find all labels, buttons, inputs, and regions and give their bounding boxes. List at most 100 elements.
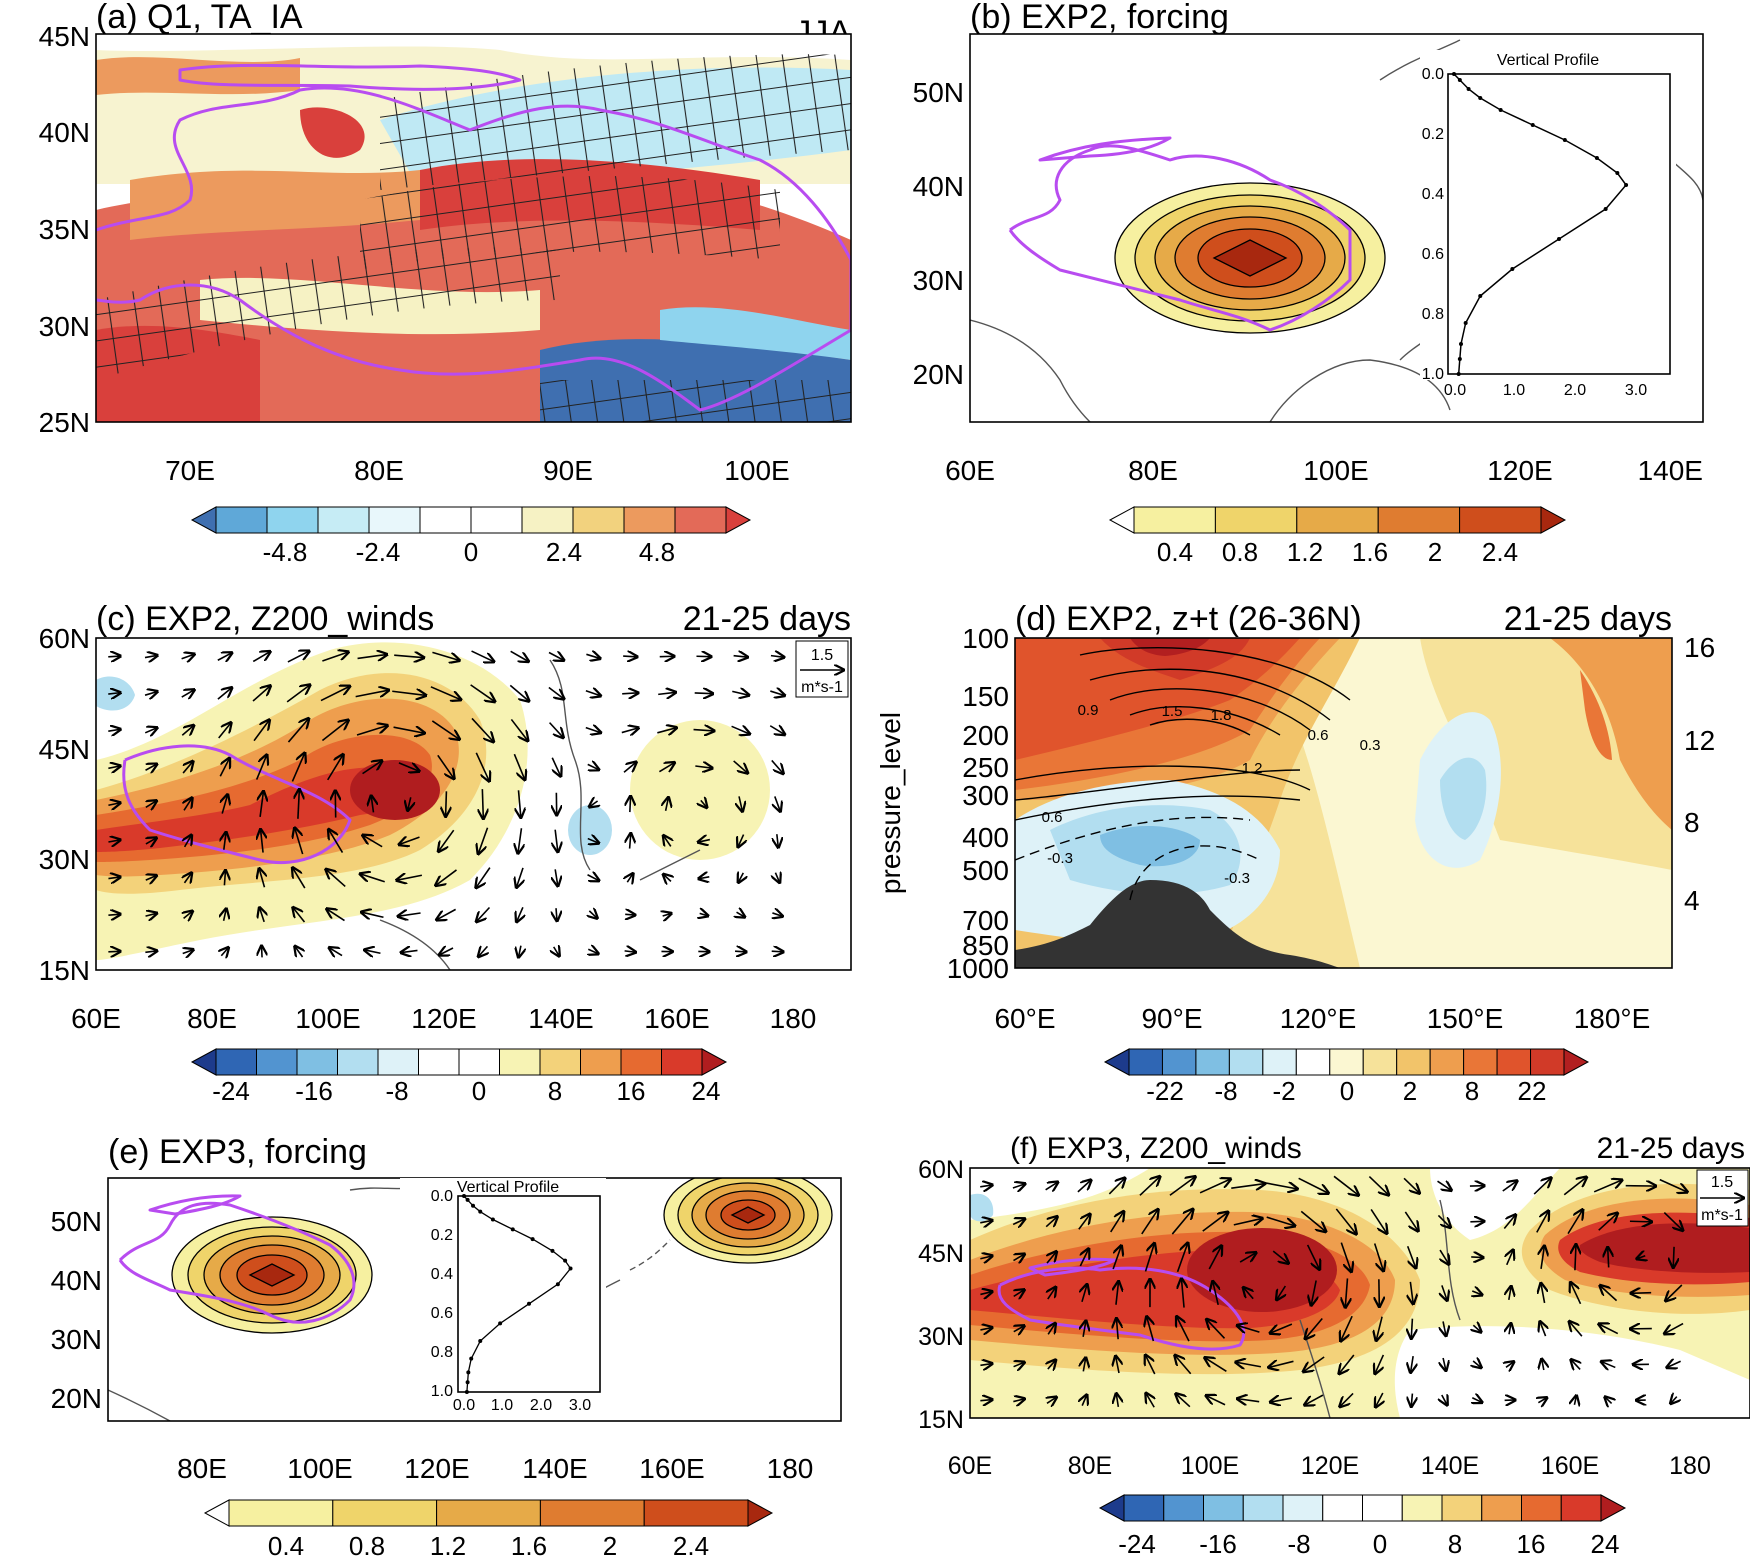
panel-e-inset-xtick: 1.0 — [491, 1397, 513, 1414]
wind-vector — [623, 656, 637, 657]
colorbar-swatch — [215, 506, 268, 534]
panel-e-xtick: 100E — [287, 1453, 352, 1484]
panel-a-cb-label: 2.4 — [546, 537, 582, 567]
panel-c-cb-label: -24 — [212, 1076, 250, 1106]
wind-vector — [1659, 1178, 1688, 1193]
panel-b-cb-label: 1.2 — [1287, 537, 1323, 567]
wind-vector — [1177, 1316, 1190, 1342]
wind-vector — [1206, 1319, 1226, 1339]
wind-vector — [1333, 1175, 1359, 1195]
colorbar-swatch — [1521, 1494, 1562, 1522]
panel-f-x-ticks: 60E 80E 100E 120E 140E 160E 180 — [948, 1452, 1711, 1480]
colorbar-swatch — [499, 1048, 541, 1076]
wind-vector — [1181, 1278, 1184, 1308]
colorbar-swatch — [337, 1048, 379, 1076]
panel-e-inset-ytick: 0.6 — [431, 1305, 453, 1322]
panel-b-colorbar-labels: 0.4 0.8 1.2 1.6 2 2.4 — [1157, 537, 1518, 567]
wind-vector — [1048, 1360, 1056, 1369]
colorbar-swatch — [1282, 1494, 1324, 1522]
panel-f-vectors — [980, 1176, 1687, 1407]
panel-f-colorbar — [1098, 1494, 1627, 1522]
panel-d-cb-label: 2 — [1403, 1076, 1417, 1106]
wind-vector — [737, 912, 745, 917]
wind-vector — [1116, 1393, 1118, 1408]
panel-f-y-ticks: 60N 45N 30N 15N — [918, 1156, 964, 1434]
profile-point — [1530, 123, 1535, 127]
panel-d-y2tick: 4 — [1684, 885, 1700, 916]
wind-vector — [1306, 1244, 1320, 1270]
wind-vector — [1335, 1208, 1356, 1234]
wind-vector — [362, 761, 383, 775]
profile-point — [462, 1194, 466, 1198]
panel-c-x-ticks: 60E 80E 100E 120E 140E 160E 180 — [71, 1003, 816, 1034]
panel-e-ytick: 20N — [51, 1383, 102, 1414]
panel-b-inset-xticks: 0.0 1.0 2.0 3.0 — [1444, 382, 1647, 399]
panel-a-ytick: 30N — [39, 311, 90, 342]
colorbar-swatch — [725, 506, 752, 534]
colorbar-swatch — [1441, 1494, 1483, 1522]
wind-vector — [772, 913, 782, 916]
panel-d-ytick: 250 — [962, 752, 1009, 783]
panel-f-xtick: 160E — [1541, 1452, 1599, 1480]
panel-f-frame — [969, 1167, 1750, 1419]
panel-d-y-ticks: 100 150 200 250 300 400 500 700 850 1000 — [947, 623, 1009, 984]
wind-vector — [733, 760, 748, 773]
wind-vector — [1171, 1209, 1193, 1235]
panel-d-cb-label: -22 — [1146, 1076, 1184, 1106]
profile-point — [510, 1227, 515, 1232]
colorbar-swatch — [1128, 1048, 1163, 1076]
colorbar-swatch — [317, 506, 370, 534]
panel-d-title: (d) EXP2, z+t (26-36N) — [1015, 600, 1362, 638]
wind-vector — [1339, 1354, 1355, 1374]
wind-vector — [1563, 1177, 1586, 1196]
colorbar-swatch — [674, 506, 727, 534]
panel-a-xtick: 100E — [724, 455, 789, 486]
panel-e-inset-ytick: 0.0 — [431, 1188, 453, 1205]
panel-c-xtick: 180 — [770, 1003, 817, 1034]
profile-point — [478, 1339, 483, 1344]
wind-vector — [548, 652, 564, 660]
wind-vector — [510, 718, 528, 741]
panel-b-inset-ytick: 0.0 — [1422, 66, 1444, 83]
wind-vector — [1368, 1175, 1388, 1196]
wind-vector — [1169, 1176, 1196, 1196]
wind-vector — [1176, 1394, 1191, 1408]
wind-vector — [587, 839, 599, 844]
wind-vector — [295, 828, 304, 855]
wind-vector — [1575, 1244, 1576, 1271]
panel-b-xtick: 120E — [1487, 455, 1552, 486]
profile-point — [1615, 171, 1620, 175]
panel-d-period: 21-25 days — [1504, 600, 1672, 638]
wind-vector — [361, 912, 384, 917]
panel-e: (e) EXP3, forcing Vertical Profile — [51, 1133, 842, 1561]
panel-a-cb-label: -4.8 — [263, 537, 308, 567]
colorbar-swatch — [747, 1499, 774, 1527]
wind-vector — [1410, 1281, 1413, 1304]
panel-b-xtick: 60E — [945, 455, 995, 486]
wind-vector — [287, 651, 309, 663]
panel-c-cb-label: -16 — [295, 1076, 333, 1106]
wind-vector — [1440, 1249, 1449, 1264]
colorbar-swatch — [1242, 1494, 1284, 1522]
panel-d-ytick: 1000 — [947, 953, 1009, 984]
wind-vector — [770, 691, 785, 696]
wind-vector — [329, 948, 343, 956]
wind-vector — [1147, 1316, 1154, 1342]
panel-b-ytick: 20N — [913, 359, 964, 390]
wind-vector — [658, 692, 676, 694]
wind-vector — [1013, 1254, 1024, 1261]
wind-vector — [108, 877, 120, 879]
wind-vector — [362, 835, 383, 848]
wind-vector — [321, 720, 348, 742]
profile-point — [1603, 207, 1608, 211]
wind-vector — [1507, 1250, 1514, 1266]
wind-vector — [1205, 1358, 1227, 1372]
wind-vector — [1340, 1242, 1351, 1272]
wind-vector — [1345, 1278, 1347, 1307]
panel-e-inset-frame — [457, 1195, 601, 1393]
wind-vector — [1112, 1246, 1121, 1270]
wind-vector — [360, 874, 385, 883]
profile-point — [1562, 138, 1567, 142]
wind-vector — [623, 762, 636, 773]
panel-d-contour-label: 0.6 — [1308, 727, 1329, 744]
